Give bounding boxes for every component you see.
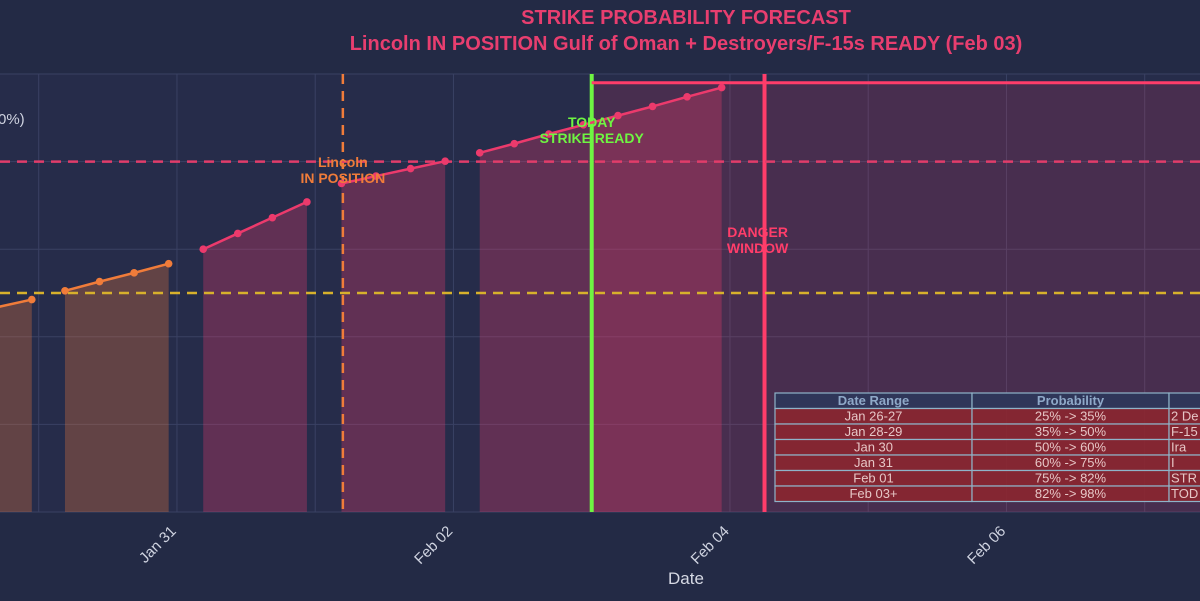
data-point bbox=[545, 130, 553, 138]
data-point bbox=[717, 83, 726, 92]
data-point bbox=[406, 164, 415, 173]
table-cell-text: 60% -> 75% bbox=[1035, 455, 1107, 470]
legend-fragment: 0%) bbox=[0, 111, 25, 128]
data-point bbox=[233, 229, 242, 238]
series-fill-area bbox=[0, 299, 32, 512]
data-point bbox=[337, 179, 346, 188]
table-cell-text: 50% -> 60% bbox=[1035, 440, 1107, 455]
annotation-text: DANGER bbox=[727, 224, 788, 240]
table-cell-text: Feb 03+ bbox=[849, 486, 897, 501]
table-cell-text: 2 De bbox=[1171, 409, 1198, 424]
table-cell-text: Ira bbox=[1171, 440, 1187, 455]
reference-lines bbox=[0, 74, 1200, 512]
series-line bbox=[341, 159, 446, 185]
data-point bbox=[164, 259, 173, 268]
data-point bbox=[27, 295, 36, 304]
data-point bbox=[510, 139, 519, 148]
table-cell-text: STR bbox=[1171, 471, 1197, 486]
chart-subtitle: Lincoln IN POSITION Gulf of Oman + Destr… bbox=[350, 33, 1023, 55]
series-line bbox=[479, 86, 722, 155]
data-point bbox=[372, 172, 380, 180]
annotation-text: TODAY bbox=[568, 114, 616, 130]
data-point bbox=[61, 287, 69, 295]
table-cell-text: Jan 28-29 bbox=[845, 424, 903, 439]
data-point bbox=[579, 121, 588, 129]
data-point bbox=[614, 111, 622, 120]
data-point bbox=[648, 102, 657, 111]
data-point bbox=[130, 269, 138, 277]
data-point bbox=[475, 149, 484, 157]
table-cell-text: 25% -> 35% bbox=[1035, 409, 1107, 424]
series-fill-area bbox=[203, 201, 307, 512]
annotation-text: Lincoln bbox=[318, 154, 368, 170]
table-cell-text: TOD bbox=[1171, 486, 1198, 501]
annotation-text: WINDOW bbox=[727, 240, 789, 256]
data-point bbox=[199, 245, 208, 253]
table-cell-text: F-15 bbox=[1171, 424, 1198, 439]
table-header-text: Date Range bbox=[838, 393, 910, 408]
series-fill-area bbox=[341, 161, 446, 513]
table-header-text: Probability bbox=[1037, 393, 1105, 408]
table-cell bbox=[1168, 485, 1200, 503]
table-cell-text: 35% -> 50% bbox=[1035, 424, 1107, 439]
table-cell-text: Feb 01 bbox=[853, 471, 893, 486]
x-axis-label: Date bbox=[668, 569, 704, 588]
series-fill-area bbox=[64, 263, 169, 512]
probability-table: Date Range Probability Jan 26-27 25% -> 35%… bbox=[774, 392, 1200, 503]
table-cell-text: I bbox=[1171, 455, 1175, 470]
probability-series bbox=[0, 83, 726, 308]
table-cell-text: Jan 31 bbox=[854, 455, 893, 470]
data-point bbox=[95, 277, 104, 286]
table-cell-text: Jan 26-27 bbox=[845, 409, 903, 424]
data-point bbox=[441, 157, 449, 165]
series-line bbox=[64, 262, 169, 293]
table-cell-text: 75% -> 82% bbox=[1035, 471, 1107, 486]
fill-bands bbox=[0, 87, 722, 513]
annotation-text: IN POSITION bbox=[300, 170, 385, 186]
series-fill-area bbox=[479, 87, 722, 512]
table-header-cell bbox=[1168, 392, 1200, 410]
chart-title: STRIKE PROBABILITY FORECAST bbox=[521, 7, 851, 29]
data-point bbox=[268, 213, 277, 222]
series-line bbox=[202, 200, 308, 251]
annotation-text: STRIKE READY bbox=[540, 130, 645, 146]
table-cell-text: Jan 30 bbox=[854, 440, 893, 455]
table-cell-text: 82% -> 98% bbox=[1035, 486, 1107, 501]
series-line bbox=[0, 298, 33, 308]
data-point bbox=[683, 92, 691, 101]
data-point bbox=[303, 198, 311, 206]
